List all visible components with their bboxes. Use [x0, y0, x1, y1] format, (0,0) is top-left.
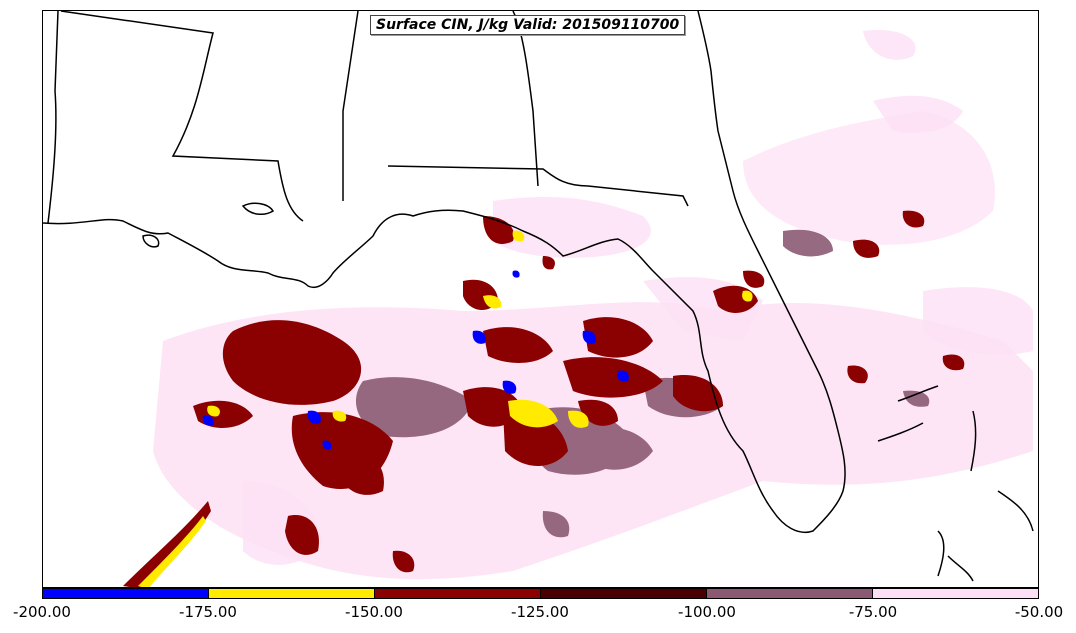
- colorbar-tick-label: -200.00: [13, 603, 71, 621]
- colorbar: [42, 588, 1039, 599]
- colorbar-segment: [375, 589, 541, 598]
- colorbar-tick-label: -75.00: [848, 603, 898, 621]
- colorbar-segment: [541, 589, 707, 598]
- colorbar-tick-label: -150.00: [345, 603, 403, 621]
- colorbar-segment: [707, 589, 873, 598]
- colorbar-segment: [43, 589, 209, 598]
- map-panel: [42, 10, 1039, 588]
- colorbar-segment: [209, 589, 375, 598]
- colorbar-tick-label: -175.00: [179, 603, 237, 621]
- cin-field-yellow: [138, 230, 753, 587]
- cin-map: [43, 11, 1034, 587]
- map-title: Surface CIN, J/kg Valid: 201509110700: [370, 15, 686, 35]
- cin-field-blue: [202, 270, 629, 450]
- colorbar-tick-label: -50.00: [1014, 603, 1064, 621]
- colorbar-tick-label: -125.00: [511, 603, 569, 621]
- cin-field-light: [153, 30, 1033, 580]
- colorbar-segment: [873, 589, 1038, 598]
- coastline-borders: [43, 11, 1034, 582]
- colorbar-tick-label: -100.00: [678, 603, 736, 621]
